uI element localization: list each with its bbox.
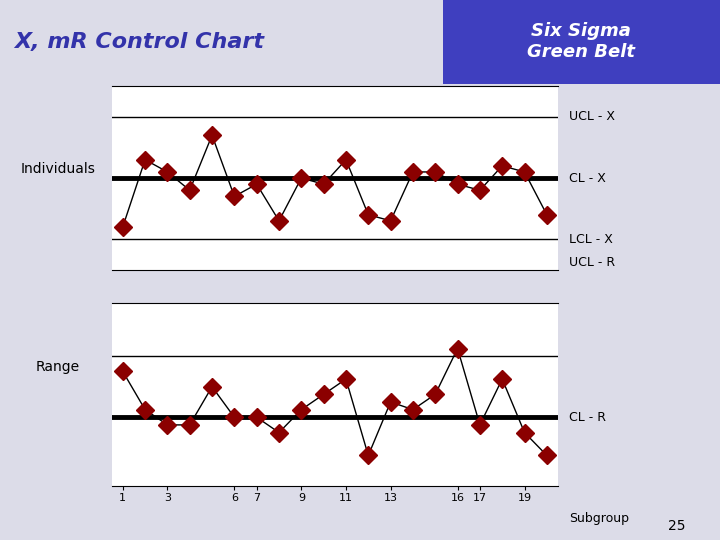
Text: 25: 25 (668, 519, 685, 534)
Text: Six Sigma
Green Belt: Six Sigma Green Belt (527, 23, 635, 61)
Text: LCL - X: LCL - X (569, 233, 613, 246)
Text: UCL - R: UCL - R (569, 256, 616, 269)
Bar (443, 0, 720, 84)
Text: CL - X: CL - X (569, 172, 606, 185)
Text: CL - R: CL - R (569, 411, 606, 424)
Text: Subgroup: Subgroup (569, 512, 629, 525)
Text: UCL - X: UCL - X (569, 111, 615, 124)
Text: Range: Range (36, 360, 80, 374)
Text: X, mR Control Chart: X, mR Control Chart (14, 32, 264, 52)
Text: Individuals: Individuals (21, 162, 96, 176)
